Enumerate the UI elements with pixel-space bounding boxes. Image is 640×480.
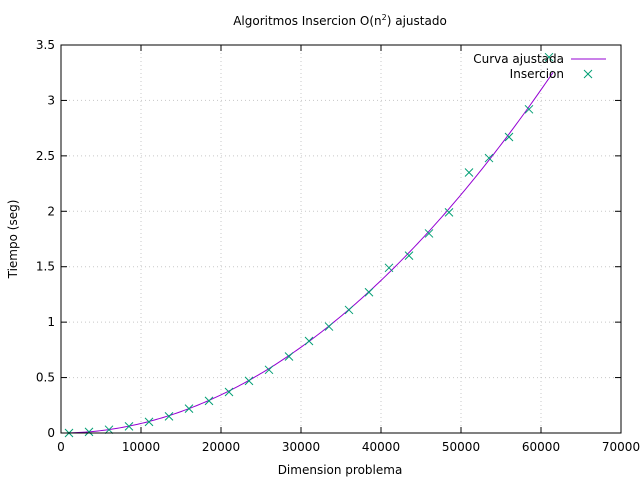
data-point-insercion	[424, 229, 434, 238]
data-point-insercion	[324, 322, 334, 331]
data-point-insercion	[124, 421, 134, 431]
legend-marker-insercion	[583, 69, 593, 79]
legend-label-curva-ajustada: Curva ajustada	[473, 52, 564, 66]
x-tick-label: 20000	[202, 440, 240, 454]
chart-title-main: Algoritmos Insercion O(n	[233, 14, 381, 28]
x-tick-label: 50000	[442, 440, 480, 454]
y-tick-label: 2	[47, 204, 55, 218]
plot-layer	[60, 52, 554, 438]
data-point-insercion	[344, 305, 354, 315]
data-point-insercion	[104, 425, 114, 435]
grid-layer	[61, 45, 621, 433]
data-point-insercion	[524, 104, 534, 114]
tick-layer: 0 10000 20000 30000 40000 50000 60000 70000 0 0.5…	[36, 38, 640, 454]
y-axis-label: Tiempo (seg)	[6, 200, 20, 280]
chart-title-tail: ) ajustado	[387, 14, 447, 28]
data-point-insercion	[484, 153, 494, 163]
legend: Curva ajustada Insercion	[473, 52, 606, 81]
data-point-insercion	[364, 287, 374, 297]
data-point-insercion	[184, 404, 194, 413]
x-tick-label: 70000	[602, 440, 640, 454]
y-tick-label: 2.5	[36, 149, 55, 163]
y-tick-label: 0	[47, 426, 55, 440]
data-point-insercion	[404, 251, 414, 260]
plot-frame	[60, 44, 622, 434]
x-tick-label: 30000	[282, 440, 320, 454]
data-point-insercion	[144, 417, 154, 427]
y-tick-label: 1	[47, 315, 55, 329]
y-tick-label: 0.5	[36, 371, 55, 385]
data-point-insercion	[224, 387, 234, 397]
chart-title: Algoritmos Insercion O(n2) ajustado	[233, 13, 447, 28]
chart-title-superscript: 2	[382, 13, 387, 22]
data-point-insercion	[504, 132, 514, 142]
x-tick-label: 0	[57, 440, 65, 454]
x-tick-label: 60000	[522, 440, 560, 454]
data-point-insercion	[204, 396, 214, 406]
series-line-curva-ajustada	[60, 72, 554, 434]
data-point-insercion	[244, 376, 254, 386]
legend-label-insercion: Insercion	[510, 67, 564, 81]
data-point-insercion	[544, 52, 554, 62]
y-tick-label: 3	[47, 93, 55, 107]
data-point-insercion	[284, 352, 294, 361]
data-point-insercion	[304, 336, 314, 346]
x-axis-label: Dimension problema	[278, 463, 403, 477]
y-tick-label: 3.5	[36, 38, 55, 52]
x-tick-label: 10000	[122, 440, 160, 454]
data-point-insercion	[164, 412, 174, 421]
data-point-insercion	[264, 365, 274, 375]
y-tick-label: 1.5	[36, 260, 55, 274]
data-point-insercion	[84, 427, 94, 437]
data-point-insercion	[384, 263, 394, 273]
x-tick-label: 40000	[362, 440, 400, 454]
data-point-insercion	[444, 208, 454, 217]
data-point-insercion	[464, 168, 474, 177]
